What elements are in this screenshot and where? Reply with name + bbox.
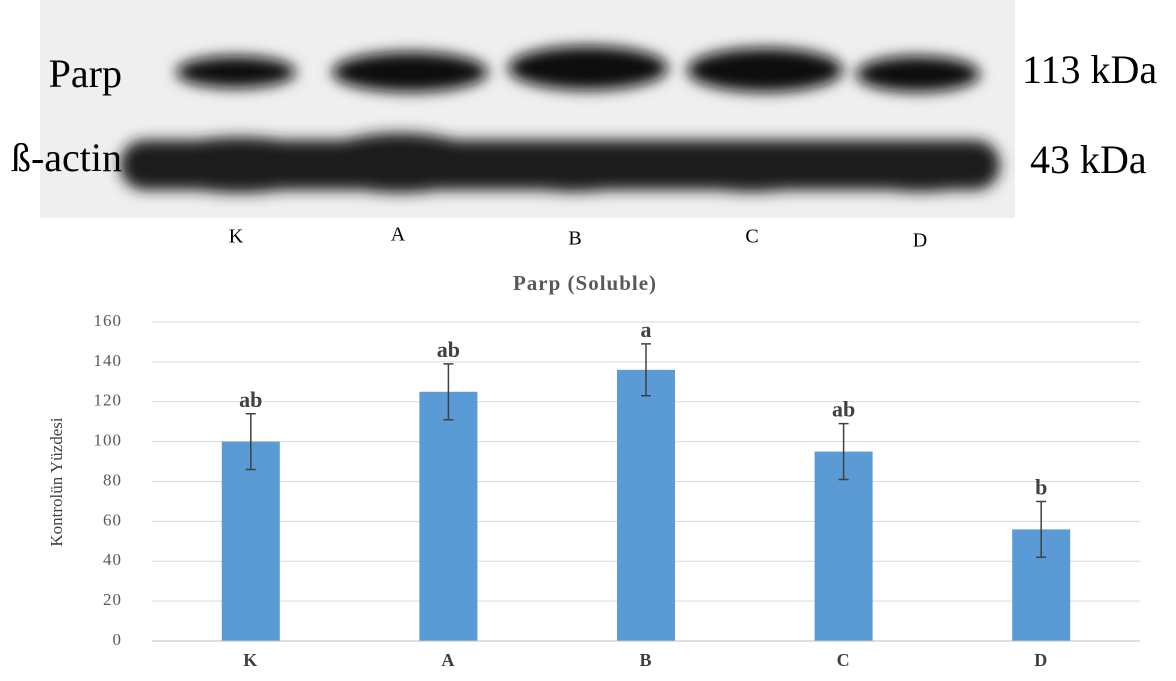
x-tick-label: K xyxy=(243,650,258,670)
y-axis-label: Kontrolün Yüzdesi xyxy=(47,417,66,546)
bar xyxy=(617,370,675,641)
x-tick-label: B xyxy=(639,650,652,670)
significance-letter: ab xyxy=(437,337,460,362)
x-tick-label: D xyxy=(1034,650,1048,670)
lane-label: A xyxy=(391,224,406,246)
y-tick-label: 20 xyxy=(103,590,122,609)
lane-label: K xyxy=(229,226,244,248)
bar xyxy=(222,442,280,641)
lane-label: D xyxy=(913,230,927,252)
y-tick-label: 120 xyxy=(94,391,123,410)
y-tick-label: 80 xyxy=(103,470,122,489)
x-tick-label: A xyxy=(441,650,455,670)
size-label: 113 kDa xyxy=(1022,47,1157,92)
actin-bands xyxy=(120,133,1000,193)
significance-letter: b xyxy=(1035,474,1047,499)
significance-letter: a xyxy=(641,317,652,342)
figure: Parp ß-actin 113 kDa 43 kDa K A B C D Pa… xyxy=(0,0,1176,681)
x-tick-label: C xyxy=(837,650,851,670)
lane-label: B xyxy=(568,228,581,250)
y-tick-label: 40 xyxy=(103,550,122,569)
blot xyxy=(40,0,1015,218)
significance-letter: ab xyxy=(239,387,262,412)
size-label: 43 kDa xyxy=(1030,137,1147,182)
y-tick-label: 100 xyxy=(94,431,123,450)
chart-title: Parp (Soluble) xyxy=(513,271,657,295)
y-tick-label: 160 xyxy=(94,311,123,330)
bar xyxy=(419,392,477,641)
y-tick-label: 140 xyxy=(94,351,123,370)
row-label: Parp xyxy=(49,51,122,96)
y-tick-label: 60 xyxy=(103,510,122,529)
y-tick-label: 0 xyxy=(113,630,123,649)
lane-label: C xyxy=(745,226,758,248)
significance-letter: ab xyxy=(832,397,855,422)
row-label: ß-actin xyxy=(11,135,122,180)
